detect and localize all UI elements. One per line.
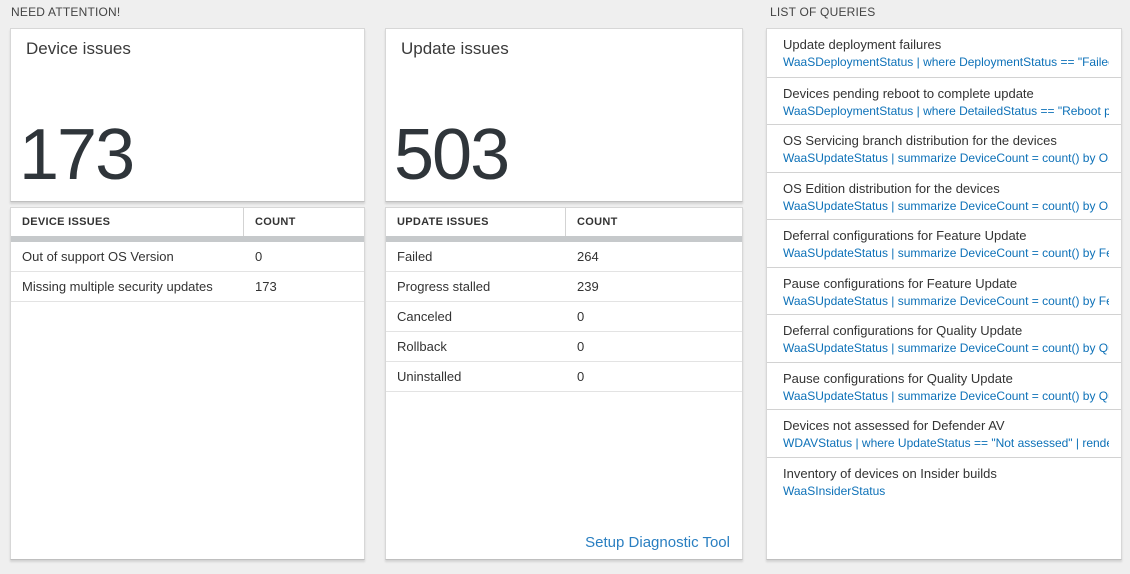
list-item[interactable]: Pause configurations for Quality Update … [767, 361, 1121, 410]
query-title: Devices pending reboot to complete updat… [783, 85, 1034, 101]
device-table-scrollbar[interactable] [11, 236, 364, 242]
table-row[interactable]: Progress stalled 239 [386, 272, 742, 302]
query-text[interactable]: WaaSDeploymentStatus | where DeploymentS… [783, 55, 1109, 69]
update-issue-label: Progress stalled [397, 279, 491, 294]
query-title: Update deployment failures [783, 37, 942, 52]
device-issue-label: Missing multiple security updates [22, 279, 213, 294]
table-row[interactable]: Missing multiple security updates 173 [11, 272, 364, 302]
query-title: Pause configurations for Quality Update [783, 370, 1013, 386]
list-item[interactable]: Update deployment failures WaaSDeploymen… [767, 29, 1121, 77]
table-row[interactable]: Rollback 0 [386, 332, 742, 362]
list-item[interactable]: Pause configurations for Feature Update … [767, 266, 1121, 315]
update-issues-count: 503 [394, 115, 510, 195]
update-table-scrollbar[interactable] [386, 236, 742, 242]
query-text[interactable]: WaaSUpdateStatus | summarize DeviceCount… [783, 198, 1109, 213]
query-list-panel: Update deployment failures WaaSDeploymen… [766, 28, 1122, 560]
update-issue-count: 239 [577, 279, 599, 294]
device-issues-count: 173 [19, 115, 135, 195]
query-text[interactable]: WaaSUpdateStatus | summarize DeviceCount… [783, 341, 1109, 355]
query-title: Inventory of devices on Insider builds [783, 465, 997, 481]
update-table-header: UPDATE ISSUES COUNT [386, 208, 742, 236]
update-issue-label: Uninstalled [397, 369, 462, 384]
list-item[interactable]: Devices not assessed for Defender AV WDA… [767, 409, 1121, 457]
query-text[interactable]: WaaSUpdateStatus | summarize DeviceCount… [783, 151, 1109, 165]
update-issues-table: UPDATE ISSUES COUNT Failed 264 Progress … [385, 207, 743, 560]
list-item[interactable]: Inventory of devices on Insider builds W… [767, 456, 1121, 505]
query-text[interactable]: WaaSInsiderStatus [783, 483, 886, 498]
device-issues-title: Device issues [26, 39, 131, 58]
query-text[interactable]: WaaSDeploymentStatus | where DetailedSta… [783, 103, 1109, 118]
table-row[interactable]: Failed 264 [386, 242, 742, 272]
table-row[interactable]: Uninstalled 0 [386, 362, 742, 392]
list-item[interactable]: OS Edition distribution for the devices … [767, 171, 1121, 220]
device-issues-table: DEVICE ISSUES COUNT Out of support OS Ve… [10, 207, 365, 560]
list-of-queries-heading: LIST OF QUERIES [770, 5, 876, 19]
update-issue-label: Failed [397, 249, 433, 264]
update-issues-title: Update issues [401, 39, 509, 58]
update-issue-label: Canceled [397, 309, 452, 324]
update-issue-count: 264 [577, 249, 599, 264]
device-issue-count: 0 [255, 249, 263, 264]
list-item[interactable]: OS Servicing branch distribution for the… [767, 124, 1121, 172]
query-text[interactable]: WaaSUpdateStatus | summarize DeviceCount… [783, 388, 1109, 403]
list-item[interactable]: Deferral configurations for Quality Upda… [767, 314, 1121, 362]
query-text[interactable]: WDAVStatus | where UpdateStatus == "Not … [783, 436, 1109, 450]
device-issue-label: Out of support OS Version [22, 249, 174, 264]
device-issues-tile[interactable]: Device issues 173 [10, 28, 365, 202]
query-title: OS Edition distribution for the devices [783, 180, 1000, 196]
query-title: Pause configurations for Feature Update [783, 275, 1018, 291]
update-issue-label: Rollback [397, 339, 447, 354]
table-row[interactable]: Out of support OS Version 0 [11, 242, 364, 272]
update-table-header-issues: UPDATE ISSUES [386, 208, 566, 236]
device-table-header-issues: DEVICE ISSUES [11, 208, 244, 236]
query-title: Devices not assessed for Defender AV [783, 418, 1005, 433]
query-title: Deferral configurations for Feature Upda… [783, 228, 1027, 243]
update-issue-count: 0 [577, 339, 585, 354]
query-title: Deferral configurations for Quality Upda… [783, 323, 1023, 338]
update-issue-count: 0 [577, 309, 585, 324]
setup-diagnostic-tool-link[interactable]: Setup Diagnostic Tool [585, 534, 730, 551]
list-item[interactable]: Deferral configurations for Feature Upda… [767, 219, 1121, 267]
query-text[interactable]: WaaSUpdateStatus | summarize DeviceCount… [783, 293, 1109, 308]
device-table-header-count: COUNT [255, 216, 296, 228]
update-issues-tile[interactable]: Update issues 503 [385, 28, 743, 202]
table-row[interactable]: Canceled 0 [386, 302, 742, 332]
list-item[interactable]: Devices pending reboot to complete updat… [767, 76, 1121, 125]
need-attention-heading: NEED ATTENTION! [11, 5, 121, 19]
device-issue-count: 173 [255, 279, 277, 294]
update-issue-count: 0 [577, 369, 585, 384]
device-table-header: DEVICE ISSUES COUNT [11, 208, 364, 236]
query-text[interactable]: WaaSUpdateStatus | summarize DeviceCount… [783, 246, 1109, 260]
query-title: OS Servicing branch distribution for the… [783, 133, 1057, 148]
update-table-header-count: COUNT [577, 216, 618, 228]
